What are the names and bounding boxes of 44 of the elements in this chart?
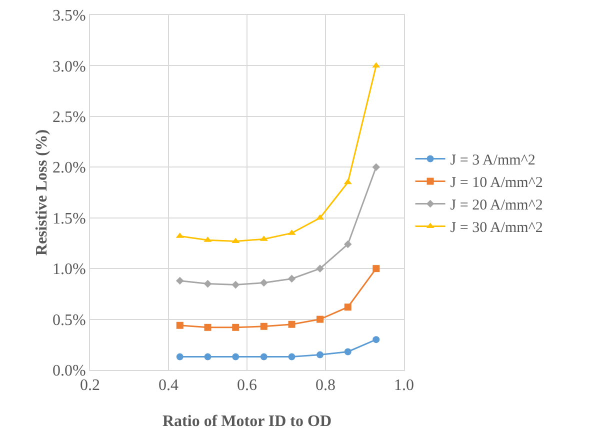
point (344, 178, 352, 184)
y-tick-label: 3.5% (52, 8, 86, 25)
y-tick-label: 0.0% (52, 362, 86, 380)
point (232, 280, 240, 289)
point (260, 353, 268, 360)
x-axis-title: Ratio of Motor ID to OD (162, 413, 332, 430)
point (204, 280, 212, 288)
y-tick-label: 1.0% (52, 261, 86, 278)
legend-label: J = 3 A/mm^2 (450, 152, 536, 169)
point (316, 316, 324, 323)
point (176, 276, 184, 285)
y-tick-label: 1.5% (52, 210, 86, 228)
x-tick-label: 0.4 (158, 377, 178, 394)
x-tick-label: 1.0 (394, 377, 414, 394)
x-tick-label: 0.6 (237, 377, 257, 394)
point (288, 353, 296, 360)
x-tick-label: 0.2 (80, 377, 100, 394)
y-tick-label: 2.0% (52, 160, 86, 177)
point (344, 348, 352, 356)
point (372, 163, 380, 172)
point (176, 353, 184, 360)
point (260, 278, 268, 287)
y-tick-label: 3.0% (52, 58, 86, 76)
point (232, 324, 240, 331)
point (288, 274, 296, 283)
y-tick-label: 2.5% (52, 109, 86, 126)
point (232, 353, 240, 360)
point (204, 353, 212, 360)
x-tick-label: 0.8 (316, 377, 336, 394)
point (316, 264, 324, 272)
legend-label: J = 10 A/mm^2 (450, 175, 543, 192)
point (372, 336, 380, 344)
point (316, 351, 324, 358)
y-axis-title: Resistive Loss (%) (33, 129, 50, 256)
point (260, 322, 268, 330)
point (204, 324, 212, 331)
point (344, 240, 352, 248)
legend-label: J = 30 A/mm^2 (450, 220, 543, 236)
legend-label: J = 20 A/mm^2 (450, 198, 543, 214)
point (288, 320, 296, 328)
point (176, 322, 184, 329)
point (372, 265, 380, 272)
point (344, 304, 352, 311)
y-tick-label: 0.5% (52, 312, 86, 329)
